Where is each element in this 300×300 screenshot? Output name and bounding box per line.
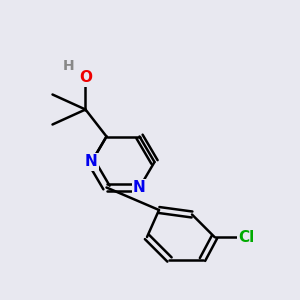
Text: H: H — [63, 59, 75, 73]
Text: N: N — [133, 180, 146, 195]
Text: O: O — [79, 70, 92, 86]
Text: N: N — [85, 154, 98, 169]
Text: Cl: Cl — [238, 230, 254, 244]
